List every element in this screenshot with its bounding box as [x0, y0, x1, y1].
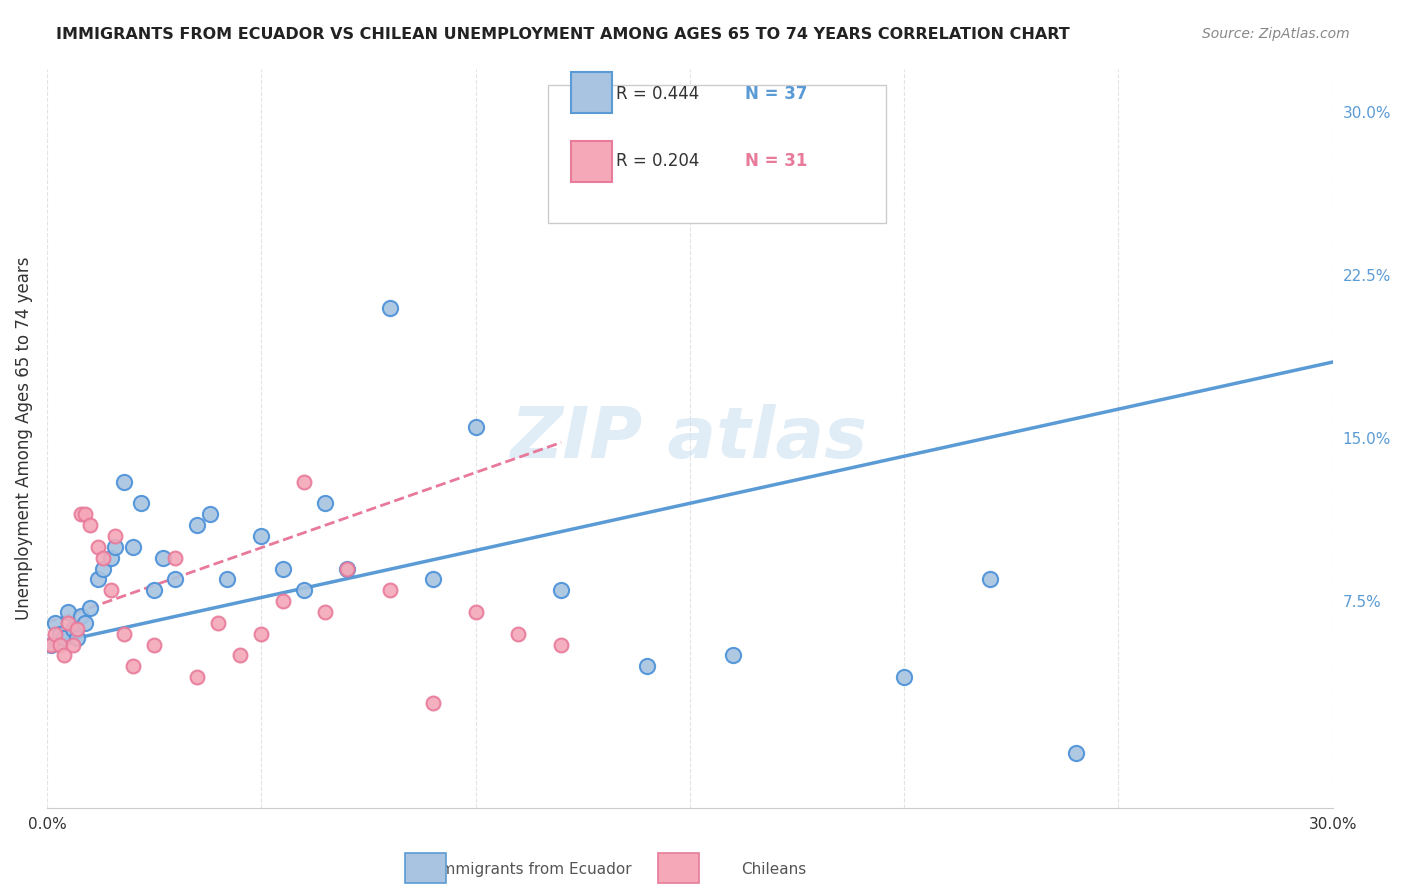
Point [100, 583, 122, 598]
Point [87, 573, 110, 587]
Point [58, 605, 80, 619]
Point [271, 561, 294, 575]
Point [721, 648, 744, 663]
Text: N = 31: N = 31 [745, 152, 807, 169]
Point [271, 594, 294, 608]
Point [979, 573, 1001, 587]
Point [66, 623, 89, 637]
Point [215, 573, 238, 587]
Point [70, 507, 93, 521]
Point [315, 605, 337, 619]
Point [250, 529, 273, 543]
Point [53, 648, 76, 663]
Point [292, 475, 315, 489]
Point [66, 631, 89, 645]
Point [143, 583, 166, 598]
Point [129, 496, 152, 510]
Point [87, 540, 110, 554]
Point [104, 540, 127, 554]
Point [121, 540, 143, 554]
Point [62, 623, 84, 637]
Point [464, 605, 486, 619]
Point [550, 638, 572, 652]
Text: R = 0.444: R = 0.444 [616, 85, 699, 103]
Point [292, 583, 315, 598]
Point [62, 638, 84, 652]
Point [91, 561, 114, 575]
Point [198, 507, 221, 521]
Text: N = 37: N = 37 [745, 85, 807, 103]
Point [91, 550, 114, 565]
Text: Chileans: Chileans [741, 863, 806, 877]
Text: R = 0.204: R = 0.204 [616, 152, 699, 169]
Text: Source: ZipAtlas.com: Source: ZipAtlas.com [1202, 27, 1350, 41]
Point [75, 507, 97, 521]
Point [70, 609, 93, 624]
Point [315, 496, 337, 510]
Point [53, 631, 76, 645]
Point [422, 696, 444, 710]
Point [250, 626, 273, 640]
Text: IMMIGRANTS FROM ECUADOR VS CHILEAN UNEMPLOYMENT AMONG AGES 65 TO 74 YEARS CORREL: IMMIGRANTS FROM ECUADOR VS CHILEAN UNEMP… [56, 27, 1070, 42]
Point [422, 573, 444, 587]
Point [143, 638, 166, 652]
Point [48, 626, 70, 640]
Point [79, 518, 101, 533]
Point [112, 626, 135, 640]
Point [336, 561, 359, 575]
Point [75, 615, 97, 630]
Point [186, 518, 208, 533]
Point [1064, 747, 1087, 761]
Point [165, 550, 187, 565]
Point [44, 615, 66, 630]
Point [39, 638, 62, 652]
Point [44, 626, 66, 640]
Point [186, 670, 208, 684]
Point [152, 550, 174, 565]
Point [165, 573, 187, 587]
Text: Immigrants from Ecuador: Immigrants from Ecuador [436, 863, 633, 877]
Point [550, 583, 572, 598]
Point [48, 638, 70, 652]
Point [39, 638, 62, 652]
Point [112, 475, 135, 489]
Point [336, 561, 359, 575]
Point [104, 529, 127, 543]
Point [378, 583, 401, 598]
Point [121, 659, 143, 673]
Point [207, 615, 229, 630]
Y-axis label: Unemployment Among Ages 65 to 74 years: Unemployment Among Ages 65 to 74 years [15, 256, 32, 620]
Point [229, 648, 252, 663]
Point [79, 600, 101, 615]
Point [464, 420, 486, 434]
Point [100, 550, 122, 565]
Point [508, 626, 530, 640]
Point [58, 615, 80, 630]
Point [378, 301, 401, 315]
Point [636, 659, 658, 673]
Point [893, 670, 915, 684]
Text: ZIP atlas: ZIP atlas [512, 403, 869, 473]
